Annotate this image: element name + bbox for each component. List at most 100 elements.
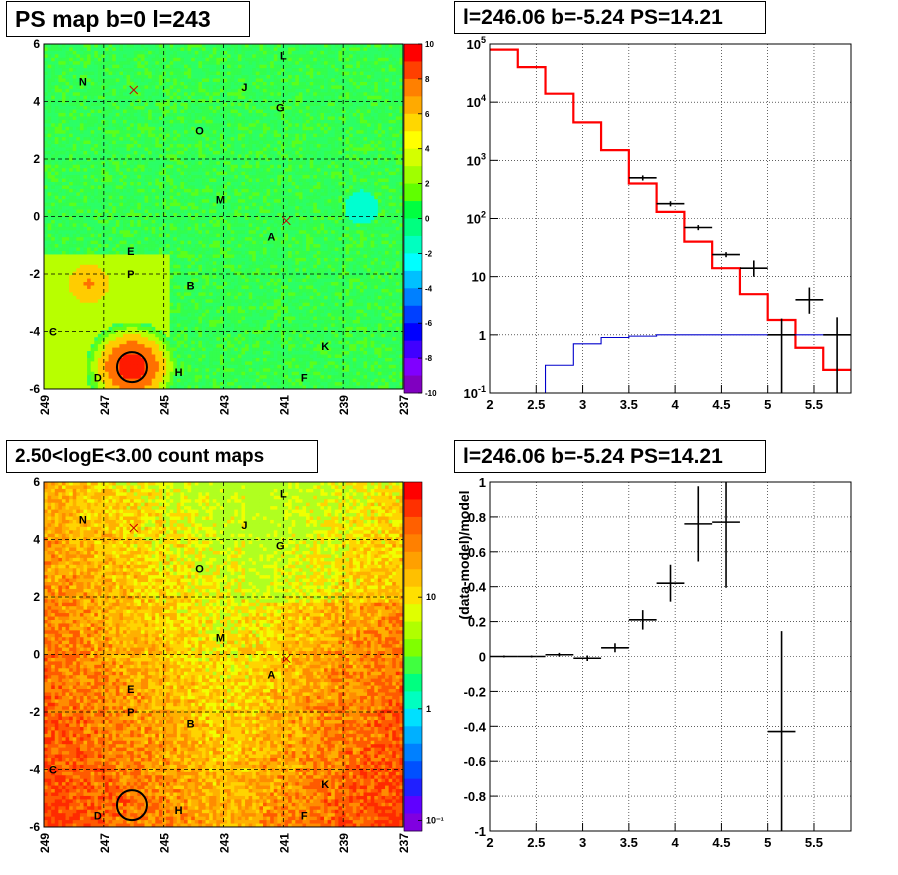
x-tick-label: 249 [38,395,52,415]
colorbar-swatch [404,44,422,62]
source-label: M [216,194,225,206]
cross-marker [281,216,291,226]
spectrum-title: l=246.06 b=-5.24 PS=14.21 [454,1,766,34]
source-label: P [127,707,134,719]
y-tick-label: 0.6 [468,545,486,560]
y-tick-label: 0.8 [468,510,486,525]
source-label: L [280,51,287,63]
colorbar-swatch [404,96,422,115]
x-tick-label: 4.5 [712,397,730,412]
y-tick-label: 0 [33,210,40,224]
x-tick-label: 243 [218,395,232,415]
source-circle [115,351,148,384]
x-tick-label: 5.5 [805,835,823,850]
source-label: C [49,765,57,777]
source-label: G [276,540,285,552]
source-label: J [241,82,247,94]
y-tick-label: -1 [474,824,486,839]
ps-map-panel: 249 247 245 243 241 239 237 6 4 2 0 -2 -4 -6 N L J G O M A EP… [29,37,437,415]
colorbar-frame [403,481,423,832]
source-label: E [127,684,134,696]
colorbar-swatch [404,235,422,254]
residual-series [490,482,796,831]
colorbar-swatch [404,691,422,710]
background-model-histogram [544,334,851,393]
x-tick-label: 239 [337,395,351,415]
x-tick-label: 239 [337,833,351,853]
colorbar-swatch [404,499,422,518]
source-label: H [175,805,183,817]
colorbar-swatch [404,569,422,588]
count-map-title: 2.50<logE<3.00 count maps [6,440,318,473]
x-tick-label: 245 [158,833,172,853]
x-tick-label: 3 [579,397,586,412]
source-label: D [94,811,102,823]
y-tick-label: 6 [33,475,40,489]
x-tick-label: 237 [397,833,411,853]
x-tick-label: 2.5 [527,835,545,850]
colorbar-swatch [404,482,422,500]
source-label: G [276,102,285,114]
residual-title: l=246.06 b=-5.24 PS=14.21 [454,440,766,473]
x-tick-label: 241 [277,833,291,853]
colorbar-swatch [404,656,422,675]
colorbar-swatch [404,113,422,132]
colorbar-label: -8 [425,354,433,363]
colorbar-swatch [404,218,422,237]
y-tick-label: 102 [467,210,486,227]
colorbar-swatch [404,253,422,272]
y-tick-label: 10 [472,270,486,285]
colorbar-swatch [404,131,422,150]
colorbar-swatch [404,270,422,289]
x-tick-label: 2 [486,397,493,412]
x-tick-label: 237 [397,395,411,415]
source-label: D [94,373,102,385]
x-tick-label: 2.5 [527,397,545,412]
source-label: L [280,489,287,501]
colorbar-swatch [404,340,422,359]
colorbar-swatch [404,288,422,307]
x-tick-label: 3.5 [620,835,638,850]
colorbar-swatch [404,358,422,376]
colorbar-label: 10⁻¹ [426,816,444,826]
y-tick-label: 1 [479,475,486,490]
y-tick-label: -0.8 [464,789,486,804]
source-label: E [127,246,134,258]
colorbar-swatch [404,726,422,745]
y-tick-label: 6 [33,37,40,51]
source-label: F [301,373,308,385]
x-tick-label: 5 [764,835,771,850]
x-tick-label: 5 [764,397,771,412]
x-tick-label: 4 [672,835,680,850]
colorbar-label: 1 [426,704,431,714]
y-tick-label: 1 [479,328,486,343]
source-label: N [79,76,87,88]
colorbar-swatch [404,201,422,219]
cross-marker [129,523,139,533]
y-tick-label: 0 [479,650,486,665]
colorbar-swatch [404,621,422,640]
y-tick-label: 0.4 [468,580,487,595]
colorbar-swatch [404,183,422,202]
source-label: A [267,232,275,244]
source-circle [115,789,148,822]
spectrum-series [490,48,851,393]
y-tick-label: -0.2 [464,684,486,699]
source-label: A [267,670,275,682]
colorbar-swatch [404,148,422,167]
x-tick-label: 247 [98,395,112,415]
y-tick-label: -6 [29,382,40,396]
colorbar-swatch [404,78,422,97]
colorbar-swatch [404,586,422,605]
colorbar-swatch [404,761,422,780]
y-axis-label: (data-model)/model [456,490,472,619]
colorbar-swatch [404,639,422,657]
source-label: B [187,719,195,731]
y-tick-label: 0.2 [468,615,486,630]
x-tick-label: 241 [277,395,291,415]
colorbar-label: 8 [425,75,430,84]
x-tick-label: 249 [38,833,52,853]
colorbar-swatch [404,813,422,832]
colorbar-swatch [404,743,422,762]
colorbar-swatch [404,305,422,324]
